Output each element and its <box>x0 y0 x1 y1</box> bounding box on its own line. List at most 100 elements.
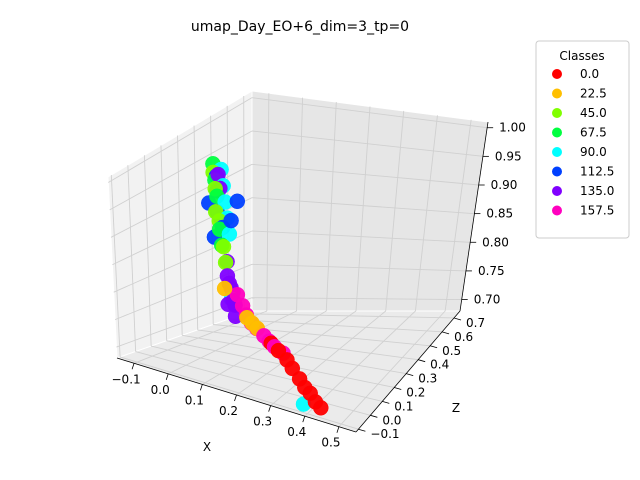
legend-marker <box>552 127 562 138</box>
y-tick-mark <box>370 414 378 418</box>
z-gridline <box>108 97 253 183</box>
x-tick-label: 0.4 <box>287 425 306 439</box>
y-gridline <box>135 351 371 416</box>
y-vertical-gridline <box>160 145 168 341</box>
y-tick-label: 0.4 <box>430 358 449 372</box>
legend-marker <box>552 186 562 196</box>
back-right-pane <box>251 90 489 312</box>
legend-label: 22.5 <box>580 87 607 101</box>
y-gridline <box>228 318 443 333</box>
x-vertical-gridline <box>325 102 337 312</box>
y-gridline <box>244 313 455 319</box>
point-class-45-0 <box>217 254 234 271</box>
x-tick-label: 0.0 <box>151 383 170 397</box>
x-tick-label: 0.5 <box>321 436 340 450</box>
y-gridline <box>166 340 395 388</box>
y-vertical-gridline <box>177 135 183 336</box>
y-vertical-gridline <box>143 155 152 347</box>
legend-label: 157.5 <box>580 204 614 218</box>
z-tick-label: 0.85 <box>486 207 513 221</box>
z-tick-label: 0.80 <box>482 235 509 249</box>
legend-label: 45.0 <box>580 106 607 120</box>
z-axis-label: Z <box>452 401 460 415</box>
y-gridline <box>182 334 407 375</box>
z-gridline <box>109 130 253 211</box>
y-tick-mark <box>441 331 450 335</box>
legend-marker <box>552 108 562 118</box>
gridlines <box>108 93 488 430</box>
x-vertical-gridline <box>266 93 270 312</box>
x-tick-mark <box>199 384 203 391</box>
legend-marker <box>552 205 562 216</box>
x-tick-mark <box>302 416 306 423</box>
y-axis-line <box>355 310 461 433</box>
y-tick-mark <box>453 317 462 321</box>
y-tick-mark <box>406 373 414 376</box>
data-points <box>201 156 329 416</box>
x-tick-label: −0.1 <box>112 372 141 386</box>
y-tick-label: 0.3 <box>418 372 437 386</box>
x-gridline <box>338 310 446 428</box>
x-gridline <box>270 310 387 406</box>
x-tick-label: 0.2 <box>219 404 238 418</box>
x-vertical-gridline <box>414 115 438 312</box>
y-gridline <box>119 356 359 430</box>
point-class-22-5 <box>216 280 233 297</box>
z-ticks: 0.70 0.75 0.80 0.85 0.90 0.95 1.00 <box>461 121 526 307</box>
legend-label: 90.0 <box>580 145 607 159</box>
legend-marker <box>552 147 562 157</box>
legend-marker <box>552 166 562 177</box>
y-gridline <box>197 329 419 361</box>
y-vertical-gridline <box>193 125 199 330</box>
legend-marker <box>552 69 562 79</box>
z-axis-line <box>459 121 489 312</box>
y-tick-label: 0.5 <box>442 344 461 358</box>
x-tick-mark <box>234 394 237 402</box>
legend-items: 0.0 22.5 45.0 67.5 90.0 112.5 135.0 157.5 <box>552 67 614 218</box>
y-tick-label: 0.1 <box>394 399 413 413</box>
x-tick-mark <box>131 363 135 370</box>
z-gridline <box>110 163 253 238</box>
chart-title: umap_Day_EO+6_dim=3_tp=0 <box>191 19 409 35</box>
legend-marker <box>552 88 562 99</box>
point-class-0-0 <box>313 400 329 416</box>
y-tick-mark <box>394 387 402 390</box>
legend-label: 0.0 <box>580 67 599 81</box>
y-tick-mark <box>358 428 366 432</box>
point-class-112-5 <box>229 193 246 210</box>
x-gridline <box>202 310 327 385</box>
x-vertical-gridline <box>296 97 304 312</box>
legend-label: 112.5 <box>580 165 614 179</box>
x-vertical-gridline <box>355 106 371 312</box>
x-tick-mark <box>336 426 340 433</box>
point-class-112-5 <box>223 212 239 229</box>
y-tick-label: −0.1 <box>370 427 399 441</box>
x-axis-label: X <box>203 440 211 454</box>
z-tick-label: 0.70 <box>474 293 501 307</box>
y-tick-mark <box>430 345 438 349</box>
y-tick-mark <box>382 401 390 404</box>
x-ticks: −0.1 0.0 0.1 0.2 0.3 0.4 0.5 <box>112 363 340 450</box>
point-class-45-0 <box>215 238 232 255</box>
x-tick-mark <box>268 405 272 412</box>
legend-label: 67.5 <box>580 126 607 140</box>
y-tick-label: 0.2 <box>406 385 425 399</box>
legend-title: Classes <box>559 49 604 63</box>
x-gridline <box>236 310 357 396</box>
z-tick-label: 0.95 <box>495 149 522 163</box>
x-gridline <box>304 310 416 417</box>
x-tick-label: 0.3 <box>253 415 272 429</box>
y-vertical-gridline <box>110 175 121 357</box>
y-tick-label: 0.7 <box>466 316 485 330</box>
x-vertical-gridline <box>444 119 472 312</box>
y-gridline <box>151 345 383 402</box>
y-tick-label: 0.6 <box>454 330 473 344</box>
z-tick-label: 0.75 <box>478 264 505 278</box>
x-vertical-gridline <box>385 110 405 312</box>
legend-label: 135.0 <box>580 184 614 198</box>
y-tick-mark <box>418 359 426 363</box>
x-tick-label: 0.1 <box>185 393 204 407</box>
z-tick-label: 0.90 <box>491 178 518 192</box>
y-vertical-gridline <box>127 165 137 352</box>
